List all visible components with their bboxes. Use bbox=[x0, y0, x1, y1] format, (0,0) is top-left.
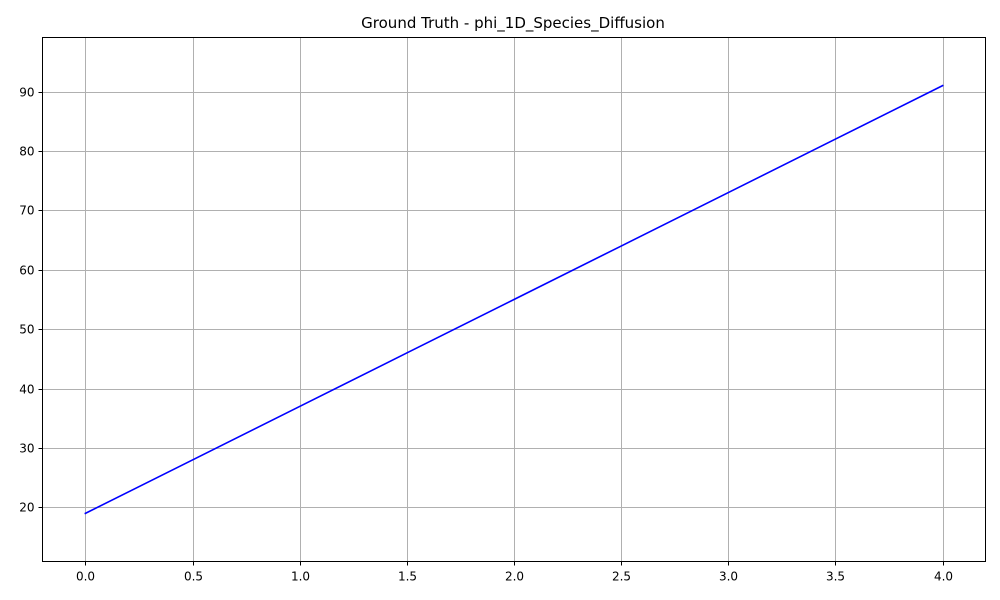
x-tick-label: 4.0 bbox=[934, 570, 953, 584]
x-axis: 0.0 0.5 1.0 1.5 2.0 2.5 3.0 3.5 4.0 bbox=[76, 561, 953, 584]
chart-title: Ground Truth - phi_1D_Species_Diffusion bbox=[361, 14, 665, 33]
x-tick-label: 2.0 bbox=[505, 570, 524, 584]
y-tick-label: 80 bbox=[19, 145, 34, 159]
y-tick-label: 70 bbox=[19, 204, 34, 218]
grid bbox=[42, 37, 986, 562]
x-tick-label: 3.0 bbox=[719, 570, 738, 584]
y-axis: 20 30 40 50 60 70 80 90 bbox=[19, 86, 43, 515]
x-tick-label: 0.0 bbox=[76, 570, 95, 584]
series-line bbox=[84, 84, 944, 515]
x-tick-label: 1.5 bbox=[398, 570, 417, 584]
x-tick-label: 1.0 bbox=[291, 570, 310, 584]
series-layer bbox=[84, 84, 944, 515]
x-tick-label: 0.5 bbox=[184, 570, 203, 584]
y-tick-label: 60 bbox=[19, 264, 34, 278]
x-tick-label: 2.5 bbox=[612, 570, 631, 584]
y-tick-label: 20 bbox=[19, 501, 34, 515]
y-tick-label: 40 bbox=[19, 383, 34, 397]
y-tick-label: 50 bbox=[19, 323, 34, 337]
y-tick-label: 90 bbox=[19, 86, 34, 100]
y-tick-label: 30 bbox=[19, 442, 34, 456]
x-tick-label: 3.5 bbox=[826, 570, 845, 584]
